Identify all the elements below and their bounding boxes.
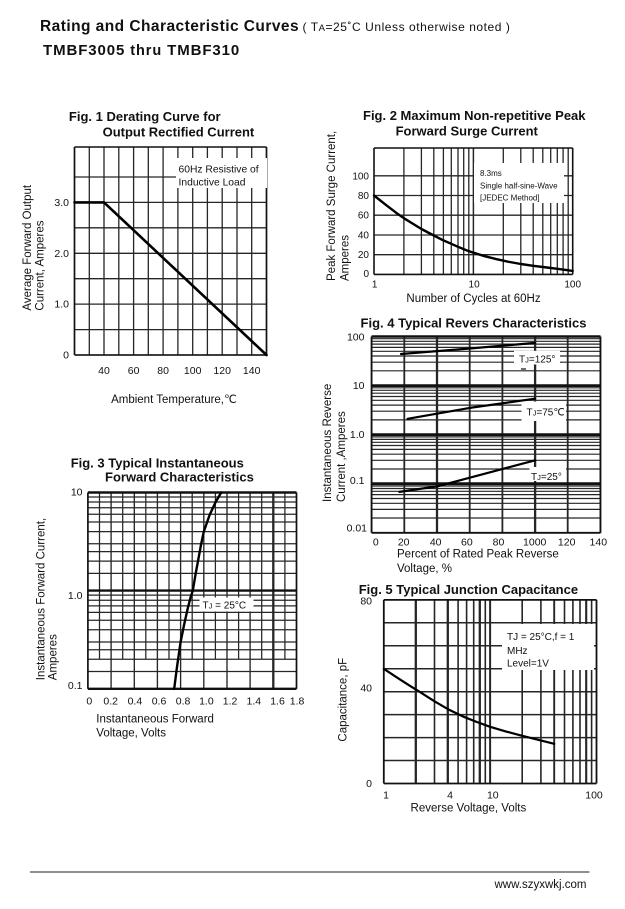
svg-text:Fig. 1 Derating Curve for: Fig. 1 Derating Curve for: [69, 109, 221, 124]
svg-text:100: 100: [585, 790, 603, 802]
svg-text:100: 100: [347, 331, 365, 343]
svg-text:0.4: 0.4: [128, 696, 143, 708]
svg-text:60: 60: [461, 537, 473, 549]
svg-text:8.3ms: 8.3ms: [480, 169, 502, 178]
svg-text:Rating and Characteristic Curv: Rating and Characteristic Curves: [40, 18, 299, 35]
svg-text:[JEDEC Method]: [JEDEC Method]: [480, 194, 540, 203]
svg-text:Single half-sine-Wave: Single half-sine-Wave: [480, 182, 558, 191]
svg-text:Forward Characteristics: Forward Characteristics: [105, 470, 254, 485]
svg-text:Reverse Voltage, Volts: Reverse Voltage, Volts: [411, 803, 527, 815]
svg-text:TJ = 25°C: TJ = 25°C: [203, 600, 247, 611]
svg-text:TMBF3005 thru TMBF310: TMBF3005 thru TMBF310: [43, 42, 240, 59]
svg-text:60: 60: [128, 365, 140, 377]
svg-text:Fig. 4 Typical Revers Characte: Fig. 4 Typical Revers Characteristics: [361, 316, 587, 331]
svg-text:60Hz Resistive of: 60Hz Resistive of: [179, 164, 259, 175]
svg-text:TJ=75℃: TJ=75℃: [527, 407, 565, 418]
svg-text:TJ=125°: TJ=125°: [519, 355, 555, 366]
svg-text:80: 80: [360, 596, 372, 608]
svg-text:40: 40: [98, 365, 110, 377]
svg-text:1000: 1000: [523, 537, 547, 549]
svg-text:Forward Surge Current: Forward Surge Current: [396, 124, 539, 139]
svg-text:Amperes: Amperes: [48, 634, 60, 680]
svg-text:1.8: 1.8: [290, 696, 305, 708]
svg-text:Capacitance, pF: Capacitance, pF: [338, 658, 350, 742]
svg-text:Average Forward Output: Average Forward Output: [22, 184, 34, 311]
svg-text:10: 10: [71, 486, 83, 498]
svg-text:4: 4: [447, 790, 453, 802]
svg-text:20: 20: [398, 537, 410, 549]
svg-text:120: 120: [213, 365, 231, 377]
svg-text:MHz: MHz: [507, 646, 528, 657]
svg-text:140: 140: [243, 365, 261, 377]
svg-text:0: 0: [86, 696, 92, 708]
svg-text:Output Rectified Current: Output Rectified Current: [103, 125, 255, 140]
svg-text:Percent of Rated Peak Reverse: Percent of Rated Peak Reverse: [397, 549, 559, 561]
svg-text:Instantaneous Reverse: Instantaneous Reverse: [322, 384, 334, 502]
svg-text:Peak Forward Surge Current,: Peak Forward Surge Current,: [326, 131, 338, 281]
svg-text:40: 40: [358, 231, 370, 242]
svg-text:1.0: 1.0: [54, 299, 69, 311]
svg-text:1.4: 1.4: [246, 696, 261, 708]
svg-text:TJ=25°: TJ=25°: [531, 472, 562, 483]
svg-text:60: 60: [358, 211, 370, 222]
svg-text:TJ = 25°C,f = 1: TJ = 25°C,f = 1: [507, 632, 575, 643]
svg-text:( TA=25˚C Unless otherwise not: ( TA=25˚C Unless otherwise noted ): [303, 20, 511, 34]
svg-text:Number of Cycles at 60Hz: Number of Cycles at 60Hz: [406, 293, 540, 305]
svg-text:120: 120: [558, 537, 576, 549]
svg-text:3.0: 3.0: [54, 197, 69, 209]
svg-text:Voltage, Volts: Voltage, Volts: [96, 728, 166, 740]
svg-text:0: 0: [366, 778, 372, 790]
svg-text:Inductive Load: Inductive Load: [179, 178, 246, 189]
svg-text:Fig. 3 Typical Instantaneous: Fig. 3 Typical Instantaneous: [71, 456, 244, 471]
svg-text:1: 1: [383, 790, 389, 802]
svg-text:Fig. 2 Maximum Non-repetitive: Fig. 2 Maximum Non-repetitive Peak: [363, 108, 586, 123]
svg-text:0: 0: [373, 537, 379, 549]
svg-text:Fig. 5 Typical Junction Capaci: Fig. 5 Typical Junction Capacitance: [359, 582, 578, 597]
svg-text:80: 80: [358, 191, 370, 202]
svg-text:40: 40: [360, 683, 372, 695]
svg-text:10: 10: [353, 380, 365, 392]
svg-text:100: 100: [564, 280, 581, 291]
svg-text:Current ,Amperes: Current ,Amperes: [336, 411, 348, 502]
svg-text:1.0: 1.0: [68, 590, 83, 602]
svg-text:0.1: 0.1: [68, 680, 83, 692]
svg-text:0: 0: [63, 350, 69, 362]
svg-text:0.2: 0.2: [103, 696, 118, 708]
svg-text:80: 80: [493, 537, 505, 549]
svg-text:Level=1V: Level=1V: [507, 659, 549, 670]
svg-text:1.2: 1.2: [223, 696, 238, 708]
svg-text:www.szyxwkj.com: www.szyxwkj.com: [493, 879, 586, 891]
svg-text:10: 10: [469, 280, 481, 291]
svg-text:0.1: 0.1: [350, 475, 365, 487]
svg-text:100: 100: [352, 171, 369, 182]
svg-text:1.0: 1.0: [199, 696, 214, 708]
svg-text:40: 40: [430, 537, 442, 549]
svg-text:Instantaneous Forward: Instantaneous Forward: [96, 714, 214, 726]
svg-text:140: 140: [590, 537, 608, 549]
svg-text:100: 100: [184, 365, 202, 377]
svg-text:2.0: 2.0: [54, 248, 69, 260]
svg-text:0: 0: [363, 269, 369, 280]
svg-text:Current, Amperes: Current, Amperes: [35, 220, 47, 310]
svg-text:Ambient Temperature,℃: Ambient Temperature,℃: [111, 394, 237, 406]
svg-text:1: 1: [372, 280, 378, 291]
svg-text:1.6: 1.6: [270, 696, 285, 708]
svg-text:0.8: 0.8: [176, 696, 191, 708]
svg-text:20: 20: [358, 250, 370, 261]
svg-text:1.0: 1.0: [350, 429, 365, 441]
svg-text:Instantaneous Forward Current,: Instantaneous Forward Current,: [36, 518, 48, 680]
svg-text:80: 80: [157, 365, 169, 377]
svg-text:Amperes: Amperes: [340, 235, 352, 281]
svg-text:0.01: 0.01: [347, 523, 368, 535]
svg-text:10: 10: [487, 790, 499, 802]
svg-text:0.6: 0.6: [152, 696, 167, 708]
svg-text:Voltage, %: Voltage, %: [397, 563, 452, 575]
